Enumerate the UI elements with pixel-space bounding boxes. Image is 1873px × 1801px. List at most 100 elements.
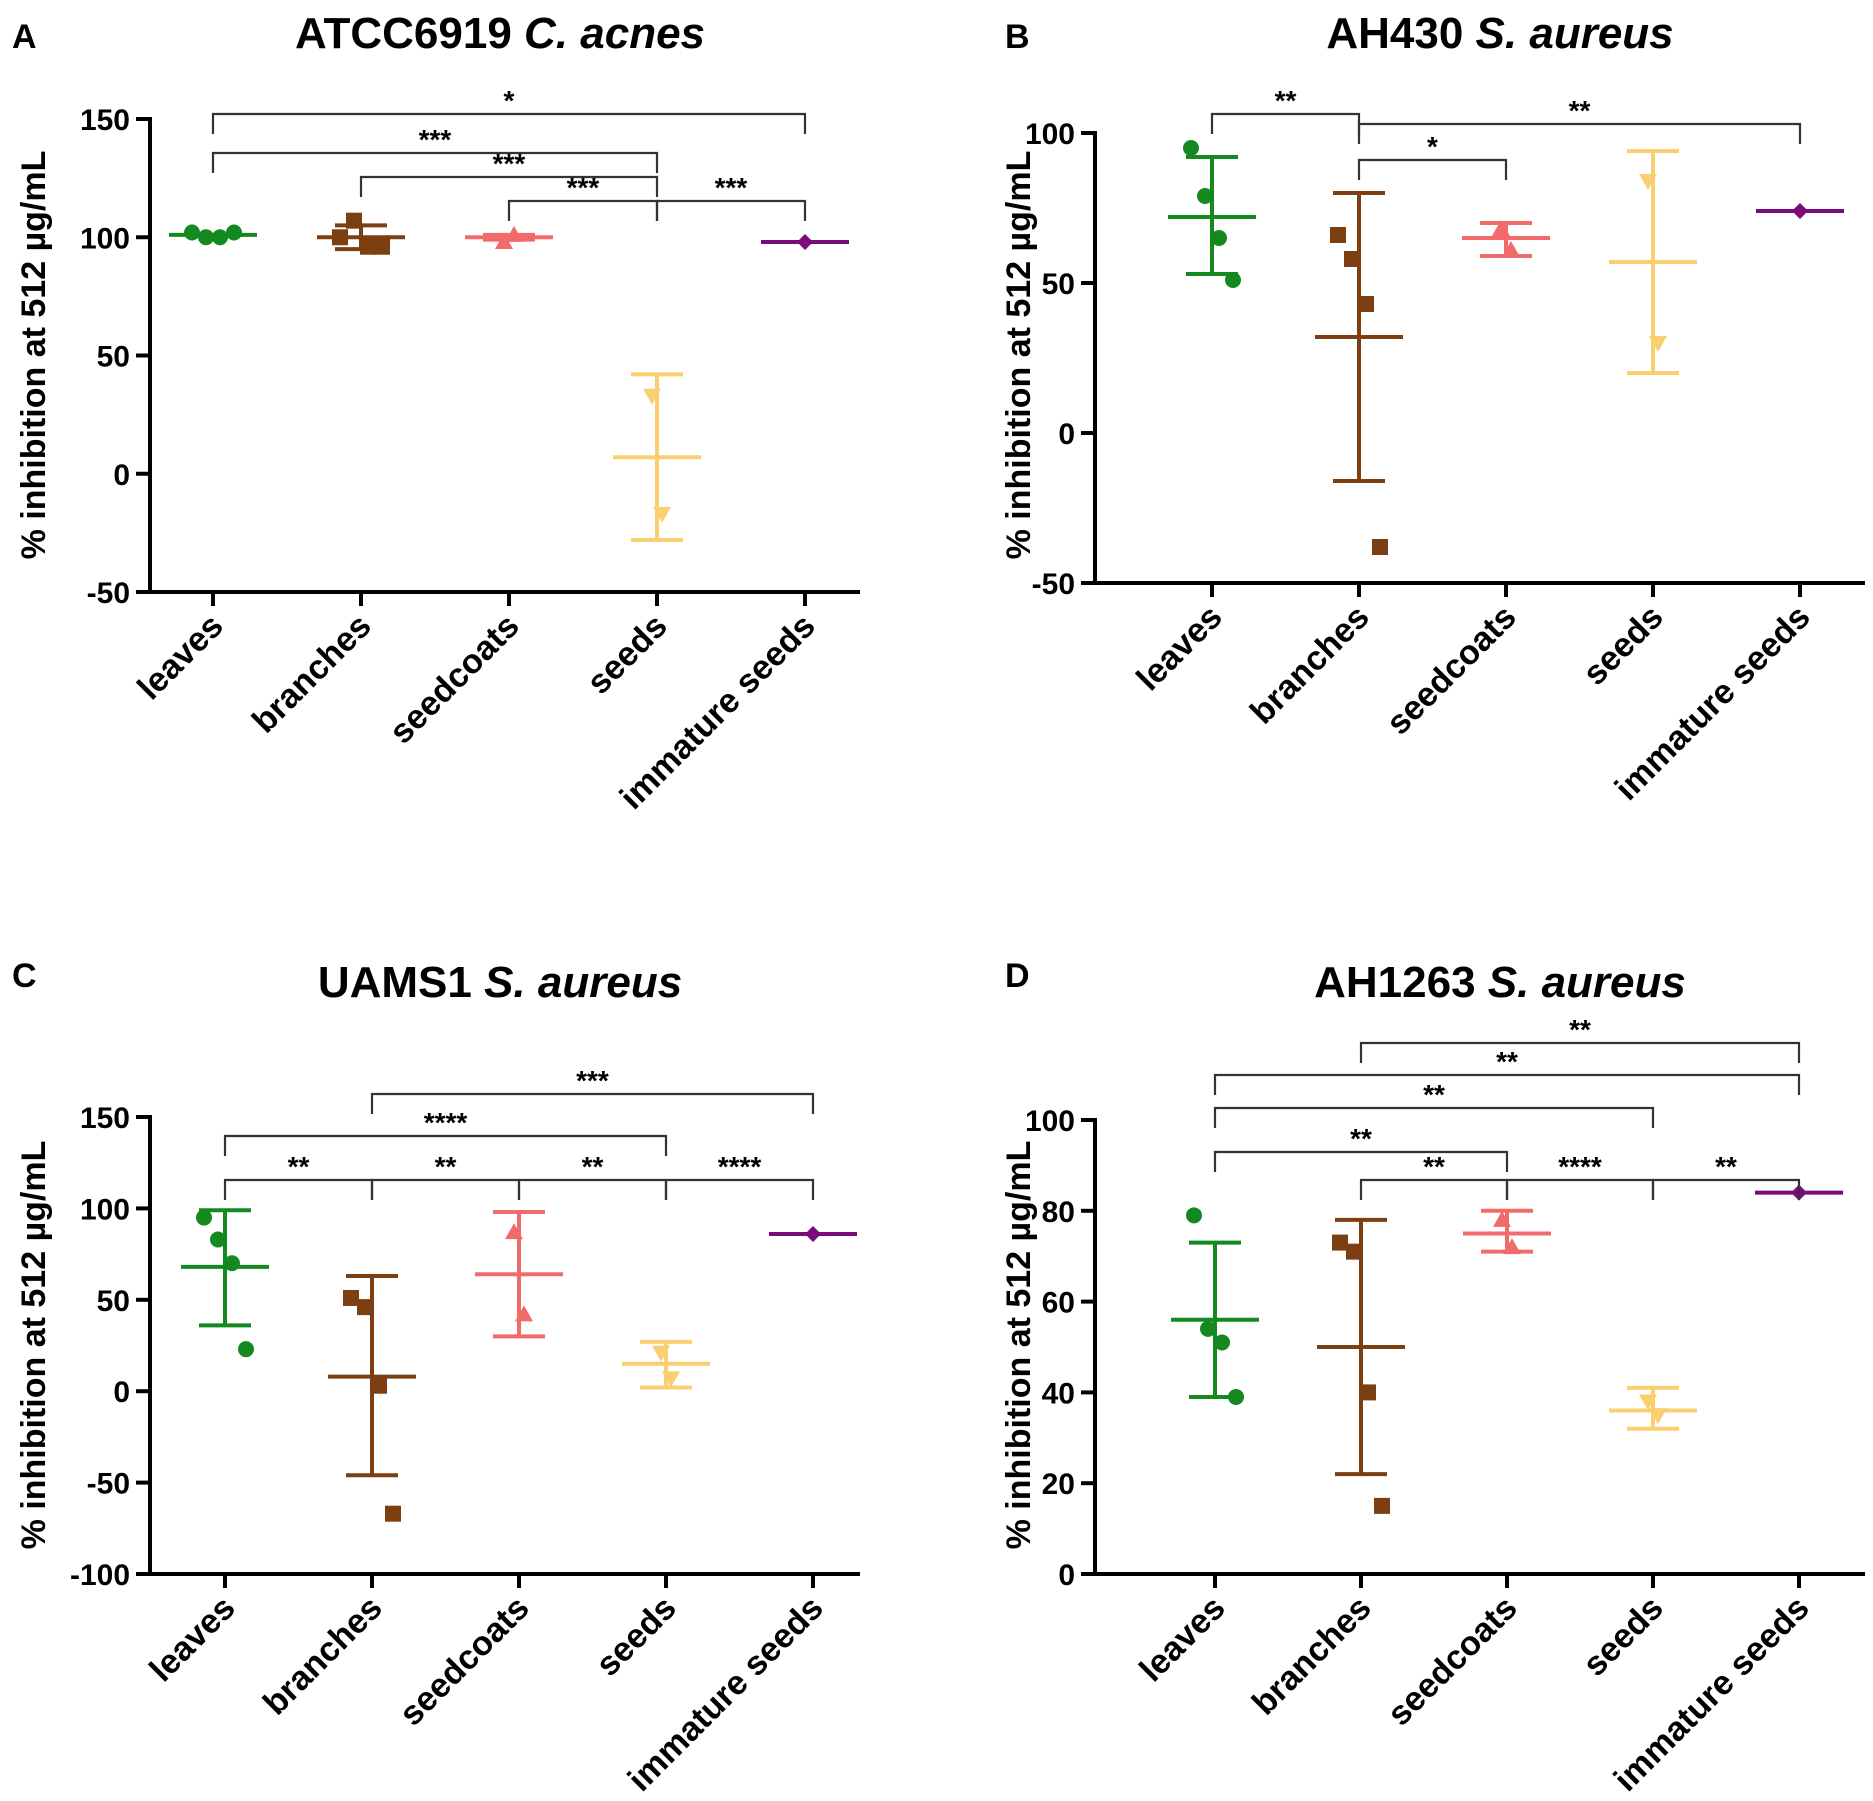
y-tick-label: 0 bbox=[1058, 418, 1075, 451]
data-point bbox=[1649, 336, 1667, 352]
series-seedcoats bbox=[1462, 220, 1550, 258]
bracket-line bbox=[1213, 1106, 1655, 1128]
data-point bbox=[1639, 1394, 1657, 1411]
bracket-line bbox=[1357, 122, 1802, 144]
bracket-line bbox=[223, 1134, 668, 1156]
significance-bracket: ** bbox=[1359, 1014, 1801, 1063]
bracket-line bbox=[223, 1178, 374, 1200]
series-leaves bbox=[169, 224, 257, 246]
bracket-line bbox=[1359, 1178, 1509, 1200]
chart-title-strain: AH1263 bbox=[1314, 958, 1488, 1007]
significance-label: ** bbox=[582, 1151, 604, 1182]
chart-title: AH430 S. aureus bbox=[1326, 9, 1673, 58]
x-tick-label: leaves bbox=[142, 1589, 242, 1689]
data-point bbox=[662, 1371, 680, 1388]
data-point bbox=[653, 506, 671, 523]
x-tick-label: branches bbox=[1243, 598, 1377, 732]
significance-bracket: ** bbox=[517, 1151, 668, 1200]
x-tick-label: seedcoats bbox=[392, 1589, 536, 1733]
significance-bracket: ** bbox=[1651, 1151, 1801, 1200]
bracket-line bbox=[211, 112, 807, 134]
significance-bracket: *** bbox=[370, 1065, 815, 1114]
data-point bbox=[505, 1223, 523, 1240]
series-leaves bbox=[1168, 140, 1256, 288]
series-branches bbox=[317, 212, 405, 255]
significance-label: ** bbox=[1423, 1079, 1445, 1110]
x-tick-label: branches bbox=[1245, 1589, 1379, 1723]
y-tick-label: -50 bbox=[87, 577, 130, 610]
chart-title-strain: UAMS1 bbox=[318, 958, 484, 1007]
significance-bracket: * bbox=[1357, 131, 1508, 180]
data-point bbox=[1360, 1384, 1376, 1401]
data-point bbox=[643, 388, 661, 405]
significance-label: **** bbox=[1558, 1151, 1602, 1182]
data-point bbox=[374, 238, 390, 255]
significance-bracket: ** bbox=[1213, 1079, 1655, 1128]
significance-label: ** bbox=[1569, 95, 1591, 126]
significance-bracket: *** bbox=[655, 172, 807, 221]
panel-label: B bbox=[1005, 18, 1030, 56]
x-tick-label: leaves bbox=[130, 607, 230, 707]
significance-label: *** bbox=[576, 1065, 609, 1096]
significance-bracket: **** bbox=[1505, 1151, 1655, 1200]
series-seeds bbox=[1609, 149, 1697, 375]
bracket-line bbox=[1505, 1178, 1655, 1200]
data-point bbox=[385, 1505, 401, 1522]
data-point bbox=[212, 229, 228, 246]
data-point bbox=[1503, 1238, 1521, 1255]
chart-title-species: S. aureus bbox=[484, 958, 682, 1007]
y-axis-label: % inhibition at 512 µg/mL bbox=[1000, 1141, 1038, 1550]
bracket-line bbox=[655, 199, 807, 221]
y-axis-label: % inhibition at 512 µg/mL bbox=[15, 151, 53, 560]
data-point bbox=[1332, 1234, 1348, 1251]
series-branches bbox=[328, 1274, 416, 1522]
x-tick-label: seedcoats bbox=[382, 607, 526, 751]
significance-label: ** bbox=[1423, 1151, 1445, 1182]
data-point bbox=[797, 233, 813, 250]
significance-label: ** bbox=[435, 1151, 457, 1182]
panel-B: B AH430 S. aureus % inhibition at 512 µg/m… bbox=[1000, 9, 1865, 808]
y-axis-label: % inhibition at 512 µg/mL bbox=[15, 1141, 53, 1550]
panel-D: D AH1263 S. aureus % inhibition at 512 µg/… bbox=[1000, 957, 1865, 1799]
data-point bbox=[1211, 230, 1227, 246]
significance-bracket: ** bbox=[370, 1151, 521, 1200]
significance-label: ** bbox=[1496, 1046, 1518, 1077]
series-immature-seeds bbox=[761, 233, 849, 250]
data-point bbox=[1792, 203, 1808, 219]
data-point bbox=[1502, 241, 1520, 257]
chart-title: AH1263 S. aureus bbox=[1314, 958, 1686, 1007]
significance-label: **** bbox=[718, 1151, 762, 1182]
bracket-line bbox=[517, 1178, 668, 1200]
series-seedcoats bbox=[475, 1210, 563, 1339]
series-seeds bbox=[622, 1339, 710, 1390]
data-point bbox=[1183, 140, 1199, 156]
series-seeds bbox=[613, 372, 701, 542]
panel-label: A bbox=[12, 18, 37, 56]
data-point bbox=[1374, 1497, 1390, 1514]
data-point bbox=[1228, 1388, 1244, 1405]
significance-bracket: **** bbox=[664, 1151, 815, 1200]
panel-label: D bbox=[1005, 957, 1030, 995]
y-tick-label: 150 bbox=[80, 104, 130, 137]
y-tick-label: 150 bbox=[80, 1102, 130, 1135]
series-leaves bbox=[181, 1208, 269, 1358]
significance-label: **** bbox=[424, 1107, 468, 1138]
data-point bbox=[184, 224, 200, 241]
x-tick-label: seedcoats bbox=[1379, 598, 1523, 742]
data-point bbox=[210, 1231, 226, 1248]
bracket-line bbox=[664, 1178, 815, 1200]
significance-bracket: * bbox=[211, 85, 807, 134]
y-tick-label: 50 bbox=[97, 341, 130, 374]
significance-label: ** bbox=[1569, 1014, 1591, 1045]
bracket-line bbox=[370, 1178, 521, 1200]
series-seedcoats bbox=[465, 225, 553, 249]
series-branches bbox=[1317, 1217, 1405, 1514]
data-point bbox=[1639, 174, 1657, 190]
y-tick-label: 100 bbox=[1025, 118, 1075, 151]
data-point bbox=[1330, 227, 1346, 243]
bracket-line bbox=[1357, 158, 1508, 180]
data-point bbox=[1492, 220, 1510, 236]
data-point bbox=[224, 1255, 240, 1272]
series-branches bbox=[1315, 191, 1403, 555]
data-point bbox=[1344, 251, 1360, 267]
